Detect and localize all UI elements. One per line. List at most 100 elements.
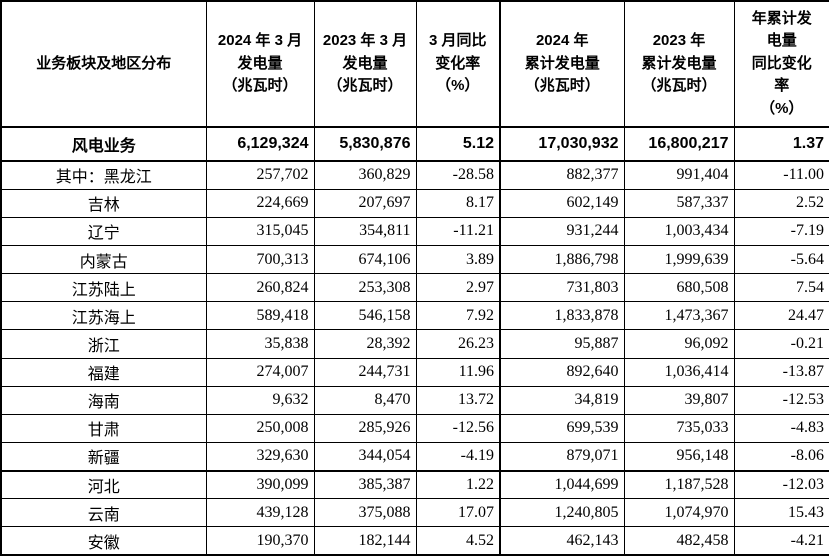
region-label: 海南 bbox=[0, 385, 207, 415]
value-cell: 26.23 bbox=[415, 329, 501, 359]
value-cell: 35,838 bbox=[205, 329, 315, 359]
table-row: 江苏陆上 260,824 253,308 2.97 731,803 680,50… bbox=[0, 273, 829, 303]
value-cell: 5.12 bbox=[415, 125, 501, 163]
value-cell: 5,830,876 bbox=[313, 125, 417, 163]
value-cell: 589,418 bbox=[205, 301, 315, 331]
region-label: 河北 bbox=[0, 470, 207, 500]
header-2023-march-generation: 2023 年 3 月 发电量 （兆瓦时） bbox=[313, 0, 417, 128]
header-2024-cumulative-generation: 2024 年 累计发电量 （兆瓦时） bbox=[499, 0, 625, 128]
header-2024-march-generation: 2024 年 3 月 发电量 （兆瓦时） bbox=[205, 0, 315, 128]
value-cell: -12.03 bbox=[733, 470, 829, 500]
value-cell: 735,033 bbox=[623, 413, 735, 443]
value-cell: 224,669 bbox=[205, 188, 315, 218]
region-label: 辽宁 bbox=[0, 216, 207, 247]
value-cell: 257,702 bbox=[205, 160, 315, 190]
value-cell: 16,800,217 bbox=[623, 125, 735, 163]
value-cell: 482,458 bbox=[623, 526, 735, 556]
value-cell: 24.47 bbox=[733, 301, 829, 331]
value-cell: 1.37 bbox=[733, 125, 829, 163]
table-row: 海南 9,632 8,470 13.72 34,819 39,807 -12.5… bbox=[0, 385, 829, 415]
value-cell: -28.58 bbox=[415, 160, 501, 190]
table-row: 福建 274,007 244,731 11.96 892,640 1,036,4… bbox=[0, 357, 829, 387]
table-row: 河北 390,099 385,387 1.22 1,044,699 1,187,… bbox=[0, 470, 829, 500]
value-cell: 892,640 bbox=[499, 357, 625, 387]
value-cell: 274,007 bbox=[205, 357, 315, 387]
value-cell: 315,045 bbox=[205, 216, 315, 247]
header-annual-cumulative-yoy-change: 年累计发 电量 同比变化 率 （%） bbox=[733, 0, 829, 128]
value-cell: 602,149 bbox=[499, 188, 625, 218]
value-cell: 17.07 bbox=[415, 498, 501, 528]
value-cell: 253,308 bbox=[313, 273, 417, 303]
value-cell: 546,158 bbox=[313, 301, 417, 331]
region-label: 新疆 bbox=[0, 441, 207, 472]
region-label: 江苏陆上 bbox=[0, 273, 207, 303]
table-row: 吉林 224,669 207,697 8.17 602,149 587,337 … bbox=[0, 188, 829, 218]
value-cell: 587,337 bbox=[623, 188, 735, 218]
value-cell: -4.83 bbox=[733, 413, 829, 443]
value-cell: 1,074,970 bbox=[623, 498, 735, 528]
value-cell: 207,697 bbox=[313, 188, 417, 218]
header-2023-cumulative-generation: 2023 年 累计发电量 （兆瓦时） bbox=[623, 0, 735, 128]
value-cell: -5.64 bbox=[733, 245, 829, 275]
table-row: 江苏海上 589,418 546,158 7.92 1,833,878 1,47… bbox=[0, 301, 829, 331]
value-cell: 190,370 bbox=[205, 526, 315, 556]
value-cell: 96,092 bbox=[623, 329, 735, 359]
value-cell: 329,630 bbox=[205, 441, 315, 472]
value-cell: 1,473,367 bbox=[623, 301, 735, 331]
value-cell: 7.92 bbox=[415, 301, 501, 331]
value-cell: -12.53 bbox=[733, 385, 829, 415]
value-cell: 6,129,324 bbox=[205, 125, 315, 163]
value-cell: 244,731 bbox=[313, 357, 417, 387]
value-cell: 700,313 bbox=[205, 245, 315, 275]
value-cell: 879,071 bbox=[499, 441, 625, 472]
value-cell: 1,833,878 bbox=[499, 301, 625, 331]
value-cell: -13.87 bbox=[733, 357, 829, 387]
region-label: 浙江 bbox=[0, 329, 207, 359]
value-cell: -0.21 bbox=[733, 329, 829, 359]
value-cell: 34,819 bbox=[499, 385, 625, 415]
value-cell: 250,008 bbox=[205, 413, 315, 443]
value-cell: 28,392 bbox=[313, 329, 417, 359]
segment-label: 风电业务 bbox=[0, 125, 207, 163]
value-cell: 8,470 bbox=[313, 385, 417, 415]
table-row: 甘肃 250,008 285,926 -12.56 699,539 735,03… bbox=[0, 413, 829, 443]
region-label: 甘肃 bbox=[0, 413, 207, 443]
value-cell: 1,044,699 bbox=[499, 470, 625, 500]
value-cell: 2.52 bbox=[733, 188, 829, 218]
table-row: 浙江 35,838 28,392 26.23 95,887 96,092 -0.… bbox=[0, 329, 829, 359]
region-label: 内蒙古 bbox=[0, 245, 207, 275]
value-cell: -4.19 bbox=[415, 441, 501, 472]
value-cell: 39,807 bbox=[623, 385, 735, 415]
value-cell: 344,054 bbox=[313, 441, 417, 472]
value-cell: 2.97 bbox=[415, 273, 501, 303]
value-cell: 439,128 bbox=[205, 498, 315, 528]
value-cell: 882,377 bbox=[499, 160, 625, 190]
value-cell: -12.56 bbox=[415, 413, 501, 443]
header-march-yoy-change: 3 月同比 变化率 （%） bbox=[415, 0, 501, 128]
value-cell: 699,539 bbox=[499, 413, 625, 443]
table-row: 云南 439,128 375,088 17.07 1,240,805 1,074… bbox=[0, 498, 829, 528]
value-cell: -11.00 bbox=[733, 160, 829, 190]
value-cell: 1,187,528 bbox=[623, 470, 735, 500]
value-cell: 462,143 bbox=[499, 526, 625, 556]
value-cell: 4.52 bbox=[415, 526, 501, 556]
value-cell: 285,926 bbox=[313, 413, 417, 443]
table-row: 新疆 329,630 344,054 -4.19 879,071 956,148… bbox=[0, 441, 829, 472]
value-cell: 17,030,932 bbox=[499, 125, 625, 163]
value-cell: 8.17 bbox=[415, 188, 501, 218]
header-business-segment-region: 业务板块及地区分布 bbox=[0, 0, 207, 128]
value-cell: 931,244 bbox=[499, 216, 625, 247]
value-cell: 1.22 bbox=[415, 470, 501, 500]
table-row: 安徽 190,370 182,144 4.52 462,143 482,458 … bbox=[0, 526, 829, 556]
value-cell: 354,811 bbox=[313, 216, 417, 247]
region-label: 其中：黑龙江 bbox=[0, 160, 207, 190]
value-cell: 95,887 bbox=[499, 329, 625, 359]
value-cell: 1,886,798 bbox=[499, 245, 625, 275]
value-cell: 182,144 bbox=[313, 526, 417, 556]
value-cell: 9,632 bbox=[205, 385, 315, 415]
value-cell: 360,829 bbox=[313, 160, 417, 190]
value-cell: 1,003,434 bbox=[623, 216, 735, 247]
value-cell: -4.21 bbox=[733, 526, 829, 556]
value-cell: 7.54 bbox=[733, 273, 829, 303]
header-row: 业务板块及地区分布 2024 年 3 月 发电量 （兆瓦时） 2023 年 3 … bbox=[0, 0, 829, 128]
